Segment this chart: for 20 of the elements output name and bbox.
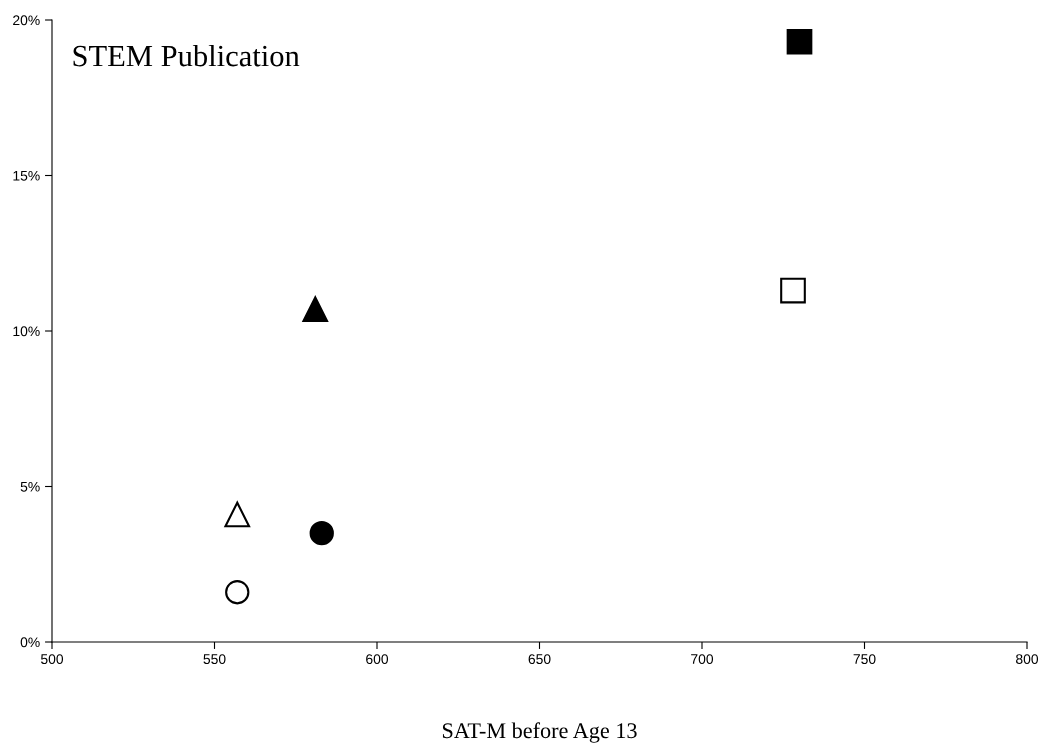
point [780,277,806,304]
y-tick-label: 5% [20,481,40,492]
y-tick-label: 20% [13,15,40,26]
text: STEM Publication [73,44,300,67]
point [224,501,251,528]
y-tick-label: 15% [13,170,40,181]
x-tick-label: 650 [528,654,551,665]
y-tick-label: 10% [13,326,40,337]
x-tick-label: 600 [366,654,389,665]
x-tick-label: 750 [853,654,876,665]
x-tick-label: 500 [40,654,64,665]
point [302,296,329,323]
point [786,28,813,55]
point [225,580,250,605]
x-axis-title: SAT-M before Age 13 [442,722,637,743]
x-tick-label: 700 [691,654,714,665]
x-tick-label: 550 [203,654,226,665]
point [309,521,334,546]
x-tick-label: 800 [1016,654,1039,665]
y-tick-label: 0% [20,637,40,648]
